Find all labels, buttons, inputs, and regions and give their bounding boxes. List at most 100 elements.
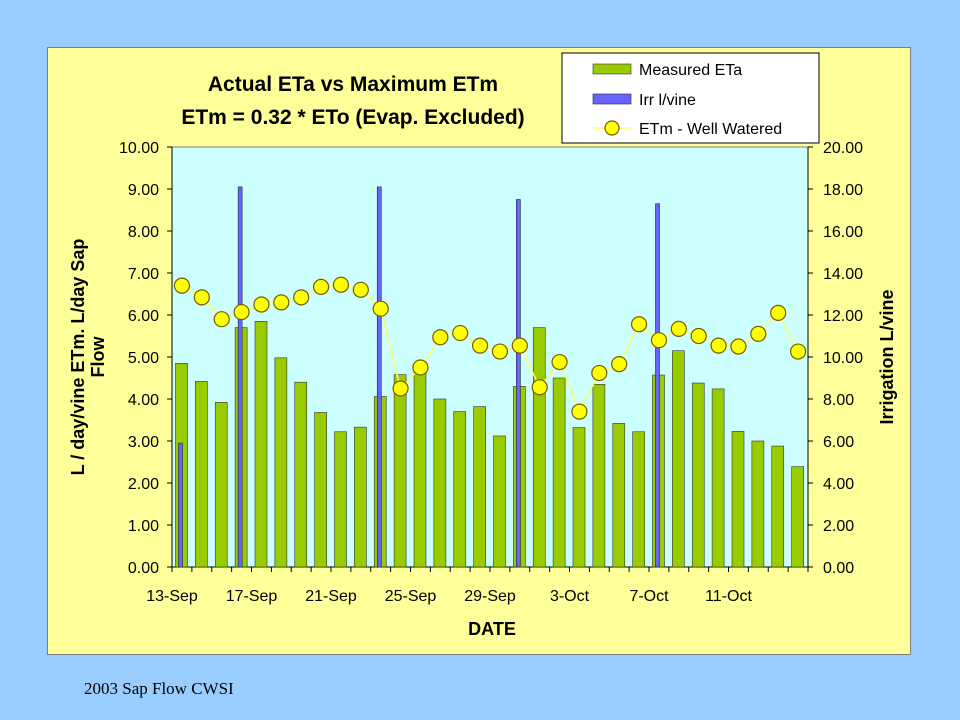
x-tick-label: 13-Sep — [146, 588, 198, 605]
measured-eta-bar — [433, 398, 447, 568]
etm-marker — [213, 311, 230, 328]
legend-swatch-etm-marker — [604, 120, 620, 136]
footer-caption: 2003 Sap Flow CWSI — [84, 679, 234, 698]
legend-swatch-irrigation — [592, 93, 632, 105]
etm-marker — [591, 364, 608, 382]
etm-marker — [452, 324, 469, 342]
etm-marker — [173, 277, 191, 294]
etm-marker — [690, 327, 707, 345]
measured-eta-bar — [493, 435, 506, 568]
left-tick-label: 8.00 — [128, 224, 159, 241]
measured-eta-bar — [691, 382, 705, 568]
etm-marker — [789, 343, 807, 360]
right-tick-label: 2.00 — [823, 518, 854, 535]
measured-eta-bar — [791, 466, 804, 568]
etm-marker — [710, 337, 727, 354]
legend-label: Irr l/vine — [639, 92, 696, 109]
measured-eta-bar — [354, 426, 367, 568]
left-tick-label: 1.00 — [128, 518, 159, 535]
right-axis: 0.00 2.00 4.00 6.00 8.00 10.00 12.00 14.00 16.00… — [807, 140, 863, 577]
left-tick-label: 5.00 — [128, 350, 159, 367]
measured-eta-bar — [612, 423, 626, 568]
x-tick-label: 3-Oct — [550, 588, 590, 605]
legend: Measured ETa Irr l/vine ETm - Well Watered — [561, 52, 820, 144]
irrigation-bar — [237, 186, 243, 568]
etm-marker — [650, 332, 668, 349]
left-tick-label: 10.00 — [119, 140, 159, 157]
etm-marker — [253, 296, 270, 313]
etm-marker — [571, 403, 588, 420]
right-tick-label: 4.00 — [823, 476, 854, 493]
legend-swatch-measured — [592, 63, 632, 75]
legend-label: ETm - Well Watered — [639, 121, 782, 138]
etm-marker — [611, 356, 628, 373]
left-tick-label: 9.00 — [128, 182, 159, 199]
irrigation-bars — [178, 186, 660, 568]
measured-eta-bar — [572, 427, 586, 568]
measured-eta-bar — [532, 327, 546, 568]
measured-eta-bar — [334, 431, 347, 568]
etm-marker — [372, 300, 389, 317]
measured-eta-bar — [393, 374, 407, 568]
x-tick-label: 29-Sep — [464, 588, 516, 605]
left-tick-label: 2.00 — [128, 476, 159, 493]
right-tick-label: 8.00 — [823, 392, 854, 409]
measured-eta-bar — [214, 402, 228, 568]
x-axis: 13-Sep 17-Sep 21-Sep 25-Sep 29-Sep 3-Oct 7-Oct… — [146, 566, 809, 605]
measured-eta-bar — [274, 357, 288, 568]
measured-eta-bar — [632, 431, 645, 568]
x-tick-label: 21-Sep — [305, 588, 357, 605]
measured-eta-bar — [731, 431, 745, 568]
left-tick-label: 7.00 — [128, 266, 159, 283]
left-tick-label: 3.00 — [128, 434, 159, 451]
measured-eta-bar — [751, 440, 765, 568]
chart-title-group: Actual ETa vs Maximum ETm ETm = 0.32 * E… — [181, 73, 524, 129]
right-tick-label: 6.00 — [823, 434, 854, 451]
irrigation-bar — [655, 203, 660, 568]
y-axis-label-right: Irrigation L/vine — [877, 289, 897, 424]
measured-eta-bar — [552, 377, 566, 568]
etm-marker — [471, 337, 489, 354]
x-tick-label: 11-Oct — [705, 588, 752, 605]
measured-eta-bars — [175, 320, 804, 568]
measured-eta-bar — [473, 406, 486, 568]
etm-marker — [352, 281, 369, 298]
left-axis: 0.00 1.00 2.00 3.00 4.00 5.00 6.00 7.00 8.00 9.00… — [119, 140, 173, 577]
etm-marker — [670, 320, 687, 337]
chart-svg: Actual ETa vs Maximum ETm ETm = 0.32 * E… — [68, 52, 897, 639]
etm-marker — [392, 380, 409, 397]
etm-marker — [770, 304, 787, 321]
left-tick-label: 4.00 — [128, 392, 159, 409]
etm-marker — [312, 278, 330, 295]
irrigation-bar — [178, 442, 183, 568]
etm-marker — [332, 276, 350, 293]
etm-marker — [511, 337, 528, 354]
chart-title-line-1: Actual ETa vs Maximum ETm — [208, 73, 498, 96]
etm-marker — [193, 289, 210, 306]
right-tick-label: 0.00 — [823, 560, 854, 577]
etm-marker — [531, 379, 548, 396]
etm-marker — [293, 289, 310, 306]
etm-marker — [730, 338, 747, 355]
chart-area: Actual ETa vs Maximum ETm ETm = 0.32 * E… — [47, 47, 911, 655]
x-tick-label: 17-Sep — [226, 588, 278, 605]
chart-title-line-2: ETm = 0.32 * ETo (Evap. Excluded) — [181, 106, 524, 129]
etm-series — [173, 276, 807, 420]
etm-marker — [750, 325, 767, 342]
measured-eta-bar — [453, 411, 467, 568]
right-tick-label: 12.00 — [823, 308, 863, 325]
measured-eta-bar — [254, 320, 268, 568]
measured-eta-bar — [314, 412, 327, 568]
irrigation-bar — [516, 199, 521, 568]
measured-eta-bar — [195, 381, 208, 568]
x-axis-label: DATE — [468, 619, 516, 639]
irrigation-bar — [376, 186, 382, 568]
etm-marker — [412, 359, 429, 376]
x-tick-label: 7-Oct — [629, 588, 669, 605]
right-tick-label: 10.00 — [823, 350, 863, 367]
y-axis-label-left-line-1: L / day/vine ETm. L/day Sap — [68, 239, 88, 476]
right-tick-label: 20.00 — [823, 140, 863, 157]
etm-marker — [491, 343, 509, 360]
y-axis-label-left-line-2: Flow — [88, 336, 108, 378]
left-tick-label: 6.00 — [128, 308, 159, 325]
